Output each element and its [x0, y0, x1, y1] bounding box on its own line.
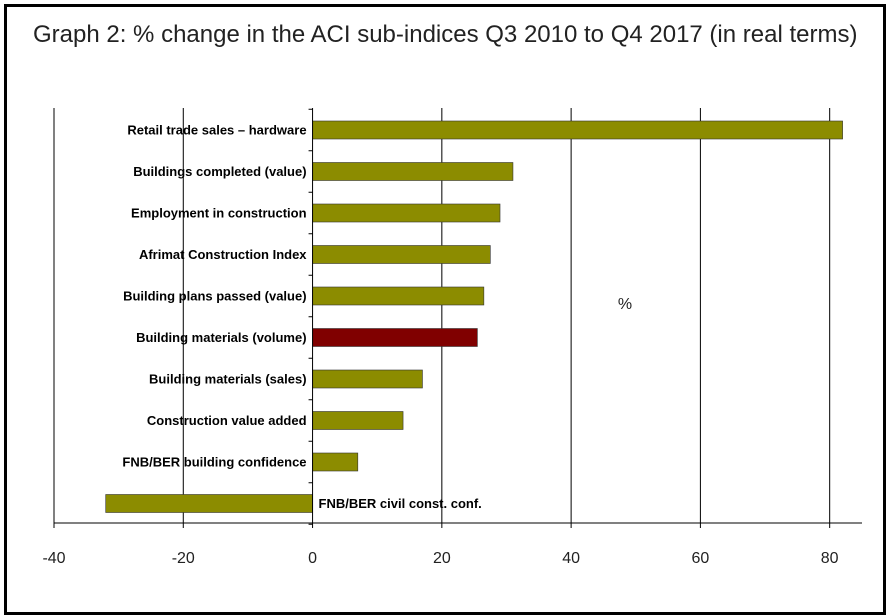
category-label: Afrimat Construction Index [139, 247, 307, 262]
x-tick-label: 0 [308, 550, 317, 567]
bar [312, 245, 491, 264]
category-label: Employment in construction [131, 206, 307, 221]
x-tick-label: -40 [42, 550, 65, 567]
category-label: Building materials (sales) [149, 372, 307, 387]
category-label: Retail trade sales – hardware [127, 123, 306, 138]
bar [312, 120, 843, 140]
bar [105, 494, 313, 513]
category-label: FNB/BER building confidence [122, 455, 306, 470]
category-label: FNB/BER civil const. conf. [319, 496, 482, 511]
category-label: Building materials (volume) [136, 330, 306, 345]
x-tick-label: 40 [562, 550, 580, 567]
category-label: Building plans passed (value) [123, 289, 306, 304]
bar [312, 452, 359, 472]
x-tick-label: 20 [433, 550, 451, 567]
bar [312, 203, 501, 223]
chart-frame [4, 4, 886, 615]
bar [312, 162, 514, 181]
x-tick-label: 60 [692, 550, 710, 567]
x-tick-label: -20 [172, 550, 195, 567]
bar [312, 328, 478, 347]
category-label: Construction value added [147, 413, 307, 428]
unit-label: % [618, 296, 632, 313]
bar [312, 411, 404, 430]
category-label: Buildings completed (value) [133, 164, 306, 179]
x-tick-label: 80 [821, 550, 839, 567]
bar [312, 369, 423, 389]
bar [312, 286, 485, 306]
chart-title: Graph 2: % change in the ACI sub-indices… [33, 21, 858, 48]
